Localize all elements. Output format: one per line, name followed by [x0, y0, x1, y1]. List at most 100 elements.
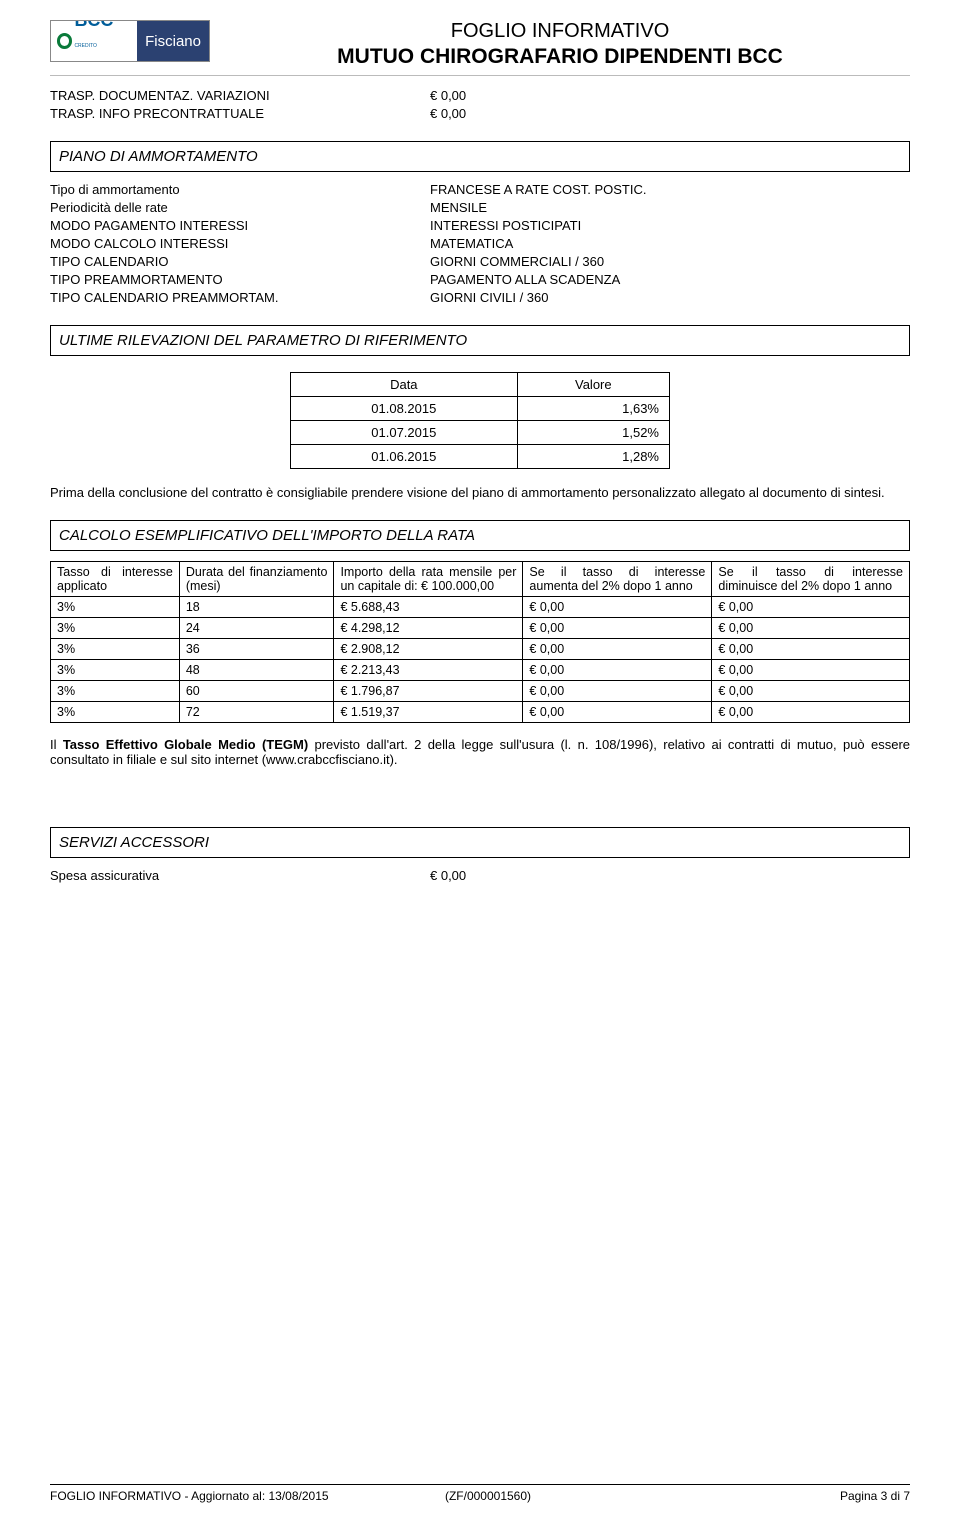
cell-date: 01.08.2015	[291, 397, 518, 421]
cell: € 0,00	[712, 639, 910, 660]
kv-row: MODO PAGAMENTO INTERESSIINTERESSI POSTIC…	[50, 218, 910, 233]
table-header-row: Data Valore	[291, 373, 670, 397]
cell: € 0,00	[712, 702, 910, 723]
calc-header: Durata del finanziamento (mesi)	[179, 562, 334, 597]
section-title-calcolo: CALCOLO ESEMPLIFICATIVO DELL'IMPORTO DEL…	[59, 527, 901, 544]
logo-box: BCC CREDITO COOPERATIVO Fisciano	[50, 20, 210, 62]
cell: € 0,00	[712, 660, 910, 681]
cell-value: 1,63%	[517, 397, 669, 421]
tegm-prefix: Il	[50, 737, 63, 752]
cell: 3%	[51, 618, 180, 639]
doc-title-1: FOGLIO INFORMATIVO	[210, 20, 910, 43]
kv-row: TRASP. INFO PRECONTRATTUALE € 0,00	[50, 106, 910, 121]
calc-header: Se il tasso di interesse aumenta del 2% …	[523, 562, 712, 597]
cell: 60	[179, 681, 334, 702]
section-servizi: SERVIZI ACCESSORI	[50, 827, 910, 858]
cell: € 0,00	[523, 639, 712, 660]
cell: € 2.908,12	[334, 639, 523, 660]
kv-value: € 0,00	[430, 106, 910, 121]
cell: € 0,00	[523, 702, 712, 723]
cell: € 0,00	[523, 597, 712, 618]
kv-value: € 0,00	[430, 88, 910, 103]
param-table: Data Valore 01.08.20151,63% 01.07.20151,…	[290, 372, 670, 469]
kv-row: TIPO PREAMMORTAMENTOPAGAMENTO ALLA SCADE…	[50, 272, 910, 287]
kv-key: TRASP. DOCUMENTAZ. VARIAZIONI	[50, 88, 430, 103]
calc-header: Se il tasso di interesse diminuisce del …	[712, 562, 910, 597]
kv-key: Tipo di ammortamento	[50, 182, 430, 197]
table-row: 3%72€ 1.519,37€ 0,00€ 0,00	[51, 702, 910, 723]
logo-bcc-text: BCC	[74, 20, 113, 30]
cell-value: 1,28%	[517, 445, 669, 469]
kv-value: GIORNI CIVILI / 360	[430, 290, 910, 305]
kv-value: INTERESSI POSTICIPATI	[430, 218, 910, 233]
table-row: 3%60€ 1.796,87€ 0,00€ 0,00	[51, 681, 910, 702]
cell: 18	[179, 597, 334, 618]
table-row: 3%24€ 4.298,12€ 0,00€ 0,00	[51, 618, 910, 639]
cell: 3%	[51, 597, 180, 618]
table-row: 3%48€ 2.213,43€ 0,00€ 0,00	[51, 660, 910, 681]
cell: 3%	[51, 681, 180, 702]
cell: 72	[179, 702, 334, 723]
cell: 3%	[51, 660, 180, 681]
kv-row: TIPO CALENDARIOGIORNI COMMERCIALI / 360	[50, 254, 910, 269]
header-divider	[50, 75, 910, 76]
piano-kv-block: Tipo di ammortamentoFRANCESE A RATE COST…	[50, 182, 910, 305]
calc-header: Importo della rata mensile per un capita…	[334, 562, 523, 597]
table-row: 01.06.20151,28%	[291, 445, 670, 469]
bcc-circle-icon	[57, 33, 72, 49]
kv-row: Spesa assicurativa € 0,00	[50, 868, 910, 883]
table-row: 3%36€ 2.908,12€ 0,00€ 0,00	[51, 639, 910, 660]
kv-key: TRASP. INFO PRECONTRATTUALE	[50, 106, 430, 121]
tegm-bold: Tasso Effettivo Globale Medio (TEGM)	[63, 737, 308, 752]
cell: € 0,00	[712, 618, 910, 639]
cell: 24	[179, 618, 334, 639]
cell: € 1.796,87	[334, 681, 523, 702]
kv-row: TIPO CALENDARIO PREAMMORTAM.GIORNI CIVIL…	[50, 290, 910, 305]
section-calcolo: CALCOLO ESEMPLIFICATIVO DELL'IMPORTO DEL…	[50, 520, 910, 551]
cell: € 2.213,43	[334, 660, 523, 681]
kv-key: Spesa assicurativa	[50, 868, 430, 883]
section-title-rilevazioni: ULTIME RILEVAZIONI DEL PARAMETRO DI RIFE…	[59, 332, 901, 349]
cell: 3%	[51, 639, 180, 660]
cell: € 0,00	[712, 681, 910, 702]
kv-row: Periodicità delle rateMENSILE	[50, 200, 910, 215]
top-kv-block: TRASP. DOCUMENTAZ. VARIAZIONI € 0,00 TRA…	[50, 88, 910, 121]
table-header-data: Data	[291, 373, 518, 397]
table-row: 3%18€ 5.688,43€ 0,00€ 0,00	[51, 597, 910, 618]
kv-key: MODO PAGAMENTO INTERESSI	[50, 218, 430, 233]
doc-title-2: MUTUO CHIROGRAFARIO DIPENDENTI BCC	[210, 45, 910, 69]
table-row: 01.07.20151,52%	[291, 421, 670, 445]
table-header-row: Tasso di interesse applicato Durata del …	[51, 562, 910, 597]
kv-value: GIORNI COMMERCIALI / 360	[430, 254, 910, 269]
logo-fisciano: Fisciano	[137, 21, 209, 61]
kv-value: MENSILE	[430, 200, 910, 215]
table-header-valore: Valore	[517, 373, 669, 397]
cell-date: 01.06.2015	[291, 445, 518, 469]
footer-mid: (ZF/000001560)	[445, 1489, 840, 1503]
param-table-wrap: Data Valore 01.08.20151,63% 01.07.20151,…	[50, 372, 910, 469]
cell-date: 01.07.2015	[291, 421, 518, 445]
cell: 36	[179, 639, 334, 660]
kv-value: € 0,00	[430, 868, 910, 883]
cell: € 0,00	[523, 660, 712, 681]
cell-value: 1,52%	[517, 421, 669, 445]
kv-key: Periodicità delle rate	[50, 200, 430, 215]
cell: € 5.688,43	[334, 597, 523, 618]
calc-header: Tasso di interesse applicato	[51, 562, 180, 597]
doc-header: BCC CREDITO COOPERATIVO Fisciano FOGLIO …	[50, 20, 910, 69]
rilevazioni-note: Prima della conclusione del contratto è …	[50, 485, 910, 500]
title-block: FOGLIO INFORMATIVO MUTUO CHIROGRAFARIO D…	[210, 20, 910, 69]
kv-value: MATEMATICA	[430, 236, 910, 251]
cell: € 1.519,37	[334, 702, 523, 723]
section-title-servizi: SERVIZI ACCESSORI	[59, 834, 901, 851]
footer-left: FOGLIO INFORMATIVO - Aggiornato al: 13/0…	[50, 1489, 445, 1503]
footer-right: Pagina 3 di 7	[840, 1489, 910, 1503]
kv-key: TIPO CALENDARIO	[50, 254, 430, 269]
cell: € 0,00	[712, 597, 910, 618]
cell: € 4.298,12	[334, 618, 523, 639]
kv-value: PAGAMENTO ALLA SCADENZA	[430, 272, 910, 287]
page-footer: FOGLIO INFORMATIVO - Aggiornato al: 13/0…	[50, 1484, 910, 1503]
section-title-piano: PIANO DI AMMORTAMENTO	[59, 148, 901, 165]
table-row: 01.08.20151,63%	[291, 397, 670, 421]
calc-table: Tasso di interesse applicato Durata del …	[50, 561, 910, 723]
